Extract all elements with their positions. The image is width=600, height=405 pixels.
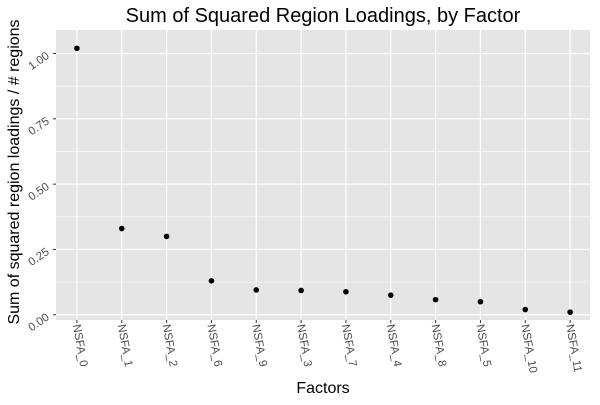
data-point xyxy=(118,225,125,232)
data-point xyxy=(567,309,573,315)
x-tick-label: NSFA_4 xyxy=(384,323,403,368)
data-point xyxy=(208,278,215,284)
data-point xyxy=(253,287,260,293)
y-tick-label: 0.00 xyxy=(26,311,51,334)
x-tick-label: NSFA_7 xyxy=(339,323,358,367)
x-tick-label: NSFA_8 xyxy=(429,323,448,367)
x-tick-label: NSFA_11 xyxy=(563,323,583,373)
data-point xyxy=(522,306,529,313)
x-tick-label: NSFA_1 xyxy=(115,323,134,367)
panel-background xyxy=(56,30,590,320)
y-tick-label: 0.25 xyxy=(26,246,51,269)
x-tick-label: NSFA_3 xyxy=(294,323,313,367)
x-tick-label: NSFA_2 xyxy=(160,323,179,367)
y-tick-label: 0.75 xyxy=(26,115,51,138)
data-point xyxy=(74,45,80,52)
data-points xyxy=(74,45,573,315)
plot-panel xyxy=(56,30,590,320)
y-axis-ticks: 0.00 0.25 0.50 0.75 1.00 xyxy=(26,50,56,334)
y-axis-label: Sum of squared region loadings / # regio… xyxy=(6,19,23,324)
data-point xyxy=(387,292,394,298)
data-point xyxy=(163,233,170,240)
y-tick-label: 1.00 xyxy=(26,50,51,73)
data-point xyxy=(477,298,484,305)
x-tick-label: NSFA_10 xyxy=(518,323,538,374)
data-point xyxy=(432,296,439,303)
x-axis-label: Factors xyxy=(296,380,349,397)
chart-title: Sum of Squared Region Loadings, by Facto… xyxy=(126,5,521,27)
data-point xyxy=(343,288,349,295)
x-tick-label: NSFA_5 xyxy=(473,323,492,367)
x-tick-label: NSFA_6 xyxy=(204,323,223,367)
y-tick-label: 0.50 xyxy=(26,181,51,204)
x-axis-ticks: NSFA_0 NSFA_1 NSFA_2 NSFA_6 NSFA_9 NSFA_3 NSFA… xyxy=(70,320,583,374)
x-tick-label: NSFA_9 xyxy=(249,323,268,367)
data-point xyxy=(298,287,304,294)
x-tick-label: NSFA_0 xyxy=(70,323,89,367)
